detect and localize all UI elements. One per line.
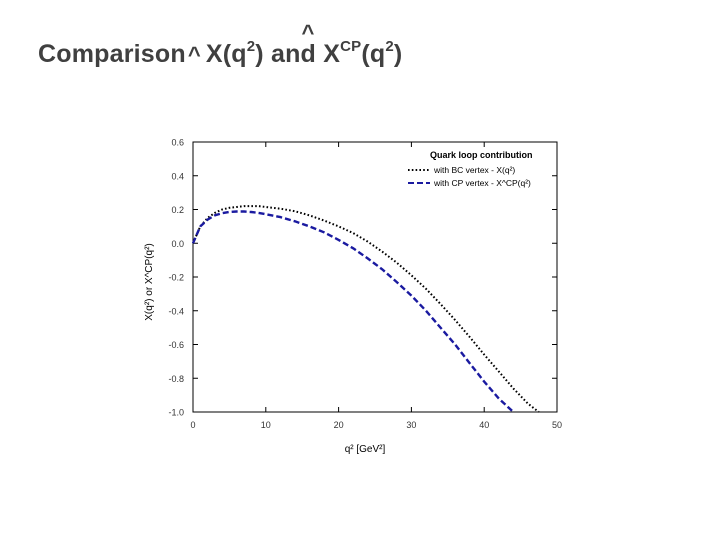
title-word: Comparison <box>38 40 186 68</box>
ticks-layer: 0.6 0.4 0.2 0.0 -0.2 -0.4 -0.6 -0.8 -1.0 0 10 20 30 4… <box>168 138 562 431</box>
title-cp: CP <box>340 38 362 55</box>
legend-title: Quark loop contribution <box>430 150 533 160</box>
series-line-1 <box>192 205 540 413</box>
title-and-d: d <box>300 40 317 68</box>
title-and-an: an <box>270 40 301 68</box>
title-x: X(q <box>205 40 247 68</box>
x-tick-label: 10 <box>261 420 271 430</box>
y-tick-label: 0.4 <box>171 171 184 181</box>
y-axis-label: X(q²) or X^CP(q²) <box>144 243 155 320</box>
x-tick-label: 40 <box>479 420 489 430</box>
title-sq-2: 2 <box>385 38 394 55</box>
slide-title: Comparison ^ X(q2) an ^ d XCP(q2) <box>38 20 403 69</box>
x-tick-label: 0 <box>190 420 195 430</box>
series-layer <box>191 205 540 413</box>
y-tick-label: -0.6 <box>168 340 184 350</box>
legend: Quark loop contribution with BC vertex - … <box>408 150 533 188</box>
title-sq: 2 <box>246 38 256 55</box>
legend-label-2: with CP vertex - X^CP(q²) <box>433 178 531 188</box>
series-line-2 <box>191 210 515 413</box>
legend-label-1: with BC vertex - X(q²) <box>433 165 515 175</box>
axis-labels: q² [GeV²] X(q²) or X^CP(q²) <box>144 243 385 455</box>
y-tick-label: 0.0 <box>171 239 184 249</box>
x-axis-label: q² [GeV²] <box>345 444 386 455</box>
title-close: ) <box>255 40 264 68</box>
x-tick-label: 30 <box>406 420 416 430</box>
title-xcp-q: (q <box>361 40 386 68</box>
hat-xcp-wrap: ^ d <box>300 20 317 69</box>
y-tick-label: -0.8 <box>168 374 184 384</box>
hat-accent-2: ^ <box>301 20 315 45</box>
x-tick-label: 20 <box>334 420 344 430</box>
hat-accent: ^ <box>187 42 201 67</box>
title-xcp-x: X <box>323 40 341 68</box>
y-tick-label: 0.2 <box>171 205 184 215</box>
y-tick-label: -1.0 <box>168 408 184 418</box>
x-tick-label: 50 <box>552 420 562 430</box>
y-tick-label: -0.2 <box>168 273 184 283</box>
y-tick-label: 0.6 <box>171 138 184 148</box>
title-close-2: ) <box>393 40 403 68</box>
y-tick-label: -0.4 <box>168 306 184 316</box>
